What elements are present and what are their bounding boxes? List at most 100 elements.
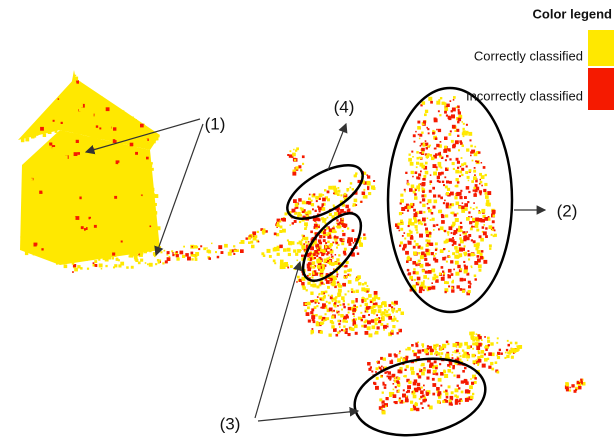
point <box>304 227 307 230</box>
point <box>118 184 120 186</box>
point <box>105 101 107 103</box>
point <box>506 349 508 351</box>
point <box>433 194 436 197</box>
point <box>35 189 37 191</box>
point <box>307 275 309 277</box>
point <box>416 166 418 168</box>
point <box>419 368 421 370</box>
point <box>58 143 61 146</box>
point <box>434 353 436 355</box>
point <box>475 218 479 222</box>
point <box>471 216 473 218</box>
point <box>51 246 55 250</box>
point <box>320 274 323 277</box>
point <box>36 133 38 135</box>
point <box>61 167 63 169</box>
point <box>446 180 449 183</box>
point <box>437 400 441 404</box>
point <box>302 201 306 205</box>
point <box>292 153 296 157</box>
point <box>444 241 447 244</box>
point <box>468 234 471 237</box>
point <box>452 237 454 239</box>
point <box>93 198 97 202</box>
point <box>329 334 332 337</box>
point <box>138 238 140 240</box>
point <box>429 346 432 349</box>
point <box>88 197 91 200</box>
point <box>287 248 291 252</box>
point <box>404 238 406 240</box>
point <box>452 252 455 255</box>
point <box>40 202 42 204</box>
point <box>84 110 87 113</box>
point <box>62 179 66 183</box>
point <box>318 316 322 320</box>
point <box>75 75 77 77</box>
point <box>313 193 315 195</box>
point <box>453 99 455 101</box>
point <box>82 197 85 200</box>
point <box>241 240 245 244</box>
point <box>389 394 392 397</box>
point <box>394 377 396 379</box>
point <box>414 279 416 281</box>
point <box>468 191 470 193</box>
point <box>441 266 444 269</box>
point <box>454 246 458 250</box>
point <box>446 341 449 344</box>
point <box>74 236 76 238</box>
point <box>64 125 67 128</box>
point <box>297 276 300 279</box>
point <box>396 320 398 322</box>
point <box>484 353 486 355</box>
point <box>32 167 34 169</box>
point <box>134 184 137 187</box>
point <box>407 206 411 210</box>
point <box>466 186 470 190</box>
point <box>393 383 395 385</box>
point <box>38 198 40 200</box>
point <box>485 174 487 176</box>
point <box>87 157 90 160</box>
point <box>41 149 43 151</box>
point <box>115 164 117 166</box>
point <box>52 162 55 165</box>
point <box>59 182 61 184</box>
point <box>335 300 338 303</box>
point <box>293 199 297 203</box>
point <box>192 254 195 257</box>
point <box>331 315 334 318</box>
point <box>436 354 438 356</box>
point <box>484 217 488 221</box>
point <box>65 166 68 169</box>
point <box>53 213 57 217</box>
point <box>337 223 340 226</box>
point <box>295 253 298 256</box>
point <box>496 355 498 357</box>
point <box>434 360 437 363</box>
point <box>344 270 347 273</box>
point <box>300 169 302 171</box>
point <box>326 317 329 320</box>
point <box>418 389 420 391</box>
point <box>88 164 90 166</box>
point <box>414 191 416 193</box>
point <box>376 367 379 370</box>
point <box>108 246 110 248</box>
point <box>407 390 410 393</box>
point <box>343 239 345 241</box>
point <box>333 226 335 228</box>
point <box>392 312 394 314</box>
point <box>131 266 134 269</box>
point <box>357 275 361 279</box>
point <box>363 237 366 240</box>
point <box>311 254 313 256</box>
point <box>299 241 302 244</box>
point <box>444 200 446 202</box>
point <box>413 251 417 255</box>
point <box>400 241 403 244</box>
point <box>571 384 574 387</box>
point <box>457 265 460 268</box>
point <box>141 158 145 162</box>
